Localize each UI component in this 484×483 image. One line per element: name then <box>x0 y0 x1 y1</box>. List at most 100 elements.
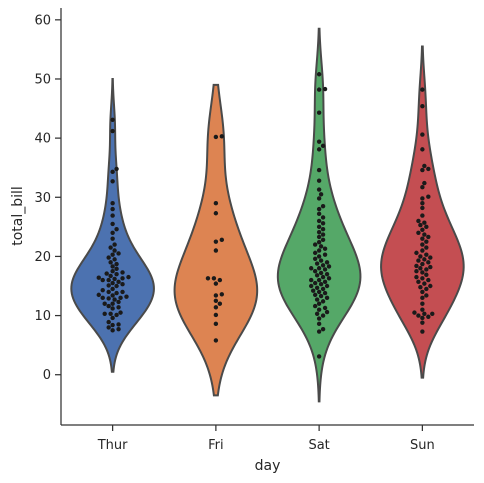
data-point <box>213 321 219 327</box>
data-point <box>205 276 211 281</box>
data-point <box>412 310 417 315</box>
data-point <box>420 185 425 190</box>
data-point <box>217 277 223 283</box>
data-point <box>110 293 115 298</box>
data-point <box>120 276 125 281</box>
data-point <box>418 254 423 259</box>
data-point <box>428 283 433 289</box>
data-point <box>320 237 326 243</box>
data-point <box>110 213 115 218</box>
data-point <box>426 260 431 265</box>
data-point <box>108 260 113 265</box>
data-point <box>213 239 219 244</box>
data-point <box>120 270 125 275</box>
data-point <box>422 257 427 262</box>
data-point <box>326 264 332 269</box>
data-point <box>316 248 322 253</box>
data-point <box>110 306 115 311</box>
data-point <box>102 301 107 306</box>
data-point <box>420 270 425 275</box>
data-point <box>316 178 322 183</box>
data-point <box>110 252 115 257</box>
data-point <box>420 301 425 306</box>
data-point <box>420 196 425 201</box>
data-point <box>422 232 427 237</box>
data-point <box>324 271 330 277</box>
data-point <box>424 252 429 257</box>
data-point <box>316 321 322 327</box>
data-point <box>116 326 121 332</box>
data-point <box>211 276 217 281</box>
data-point <box>320 143 326 149</box>
data-point <box>320 232 326 237</box>
data-point <box>213 338 219 343</box>
data-point <box>106 296 111 301</box>
data-point <box>219 134 225 139</box>
data-point <box>110 280 115 286</box>
data-point <box>320 221 326 226</box>
data-point <box>316 354 322 359</box>
data-point <box>110 230 115 235</box>
data-point <box>110 221 115 227</box>
data-point <box>420 242 425 247</box>
data-point <box>316 224 322 230</box>
data-point <box>420 213 425 218</box>
data-point <box>110 200 115 206</box>
data-point <box>316 147 322 152</box>
data-point <box>106 303 111 309</box>
data-point <box>110 117 115 122</box>
data-point <box>316 139 322 144</box>
data-point <box>106 289 111 295</box>
data-point <box>116 251 121 256</box>
data-point <box>316 72 322 77</box>
data-point <box>309 266 314 271</box>
data-point <box>422 180 427 186</box>
data-point <box>106 283 111 288</box>
data-point <box>322 246 328 251</box>
data-point <box>320 326 326 332</box>
data-point <box>324 309 330 315</box>
data-point <box>318 270 324 276</box>
data-point <box>416 218 421 224</box>
violins-layer <box>70 27 465 403</box>
data-point <box>420 236 425 241</box>
data-point <box>213 281 219 286</box>
data-point <box>114 166 119 172</box>
data-point <box>420 248 425 253</box>
data-point <box>213 200 219 206</box>
data-point <box>322 305 328 311</box>
data-point <box>420 200 425 206</box>
data-point <box>318 282 324 287</box>
data-point <box>320 299 326 304</box>
data-point <box>320 227 326 232</box>
data-point <box>217 301 223 306</box>
data-point <box>116 322 121 327</box>
data-point <box>324 283 330 289</box>
data-point <box>114 227 119 232</box>
data-point <box>118 295 123 301</box>
data-point <box>422 220 427 225</box>
data-point <box>416 279 421 285</box>
data-point <box>316 240 322 245</box>
data-point <box>312 292 318 298</box>
data-point <box>414 250 419 256</box>
data-point <box>112 297 117 302</box>
y-tick-label: 20 <box>34 250 51 265</box>
data-point <box>316 187 322 192</box>
data-point <box>414 274 419 280</box>
data-point <box>110 169 115 175</box>
data-point <box>114 312 119 318</box>
data-point <box>320 203 326 209</box>
data-point <box>420 261 425 267</box>
data-point <box>106 319 111 325</box>
data-point <box>430 311 435 316</box>
data-point <box>418 284 423 290</box>
data-point <box>213 293 219 298</box>
data-point <box>322 279 328 285</box>
data-point <box>96 292 101 298</box>
data-point <box>424 267 429 272</box>
data-point <box>316 234 322 240</box>
data-point <box>318 293 324 299</box>
data-point <box>324 295 330 301</box>
y-tick-label: 50 <box>34 72 51 87</box>
